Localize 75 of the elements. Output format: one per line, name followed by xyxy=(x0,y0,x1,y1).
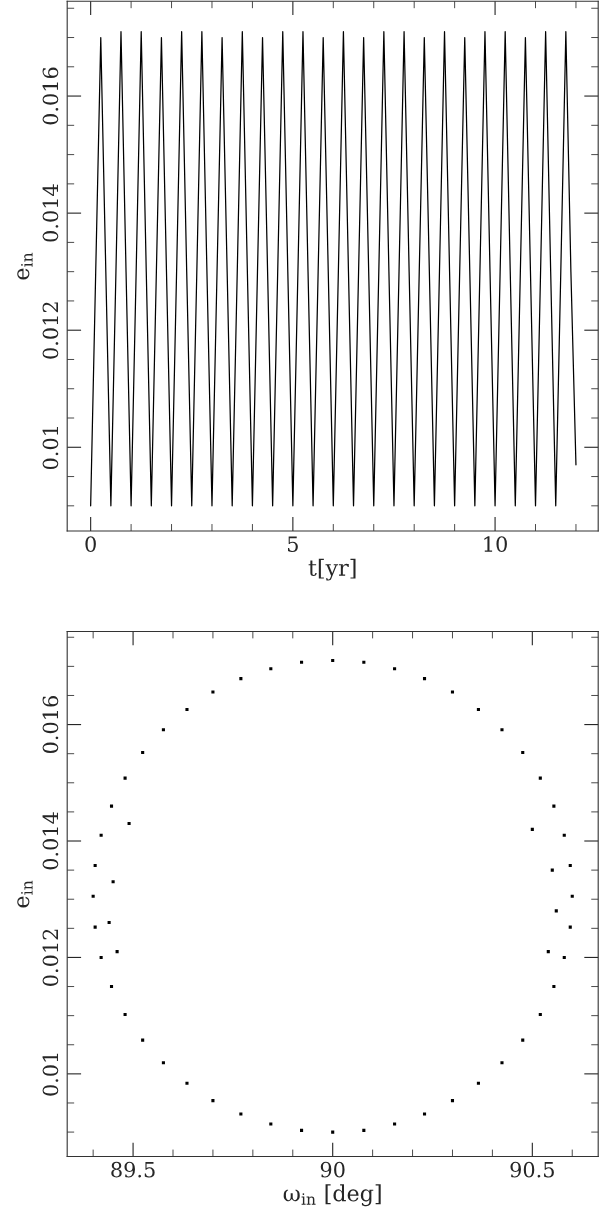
point xyxy=(538,776,542,780)
x-tick-label: 89.5 xyxy=(111,1161,155,1178)
point xyxy=(141,750,145,755)
point xyxy=(500,728,504,732)
point xyxy=(554,909,558,913)
point xyxy=(546,950,550,954)
x-tick-label: 5 xyxy=(288,536,298,552)
y-tick-label: 0.016 xyxy=(42,696,59,754)
point xyxy=(362,660,366,664)
point xyxy=(393,667,397,671)
y-tick-label: 0.016 xyxy=(42,67,59,125)
point xyxy=(107,920,111,925)
point xyxy=(211,1099,215,1103)
point xyxy=(111,880,115,884)
y-tick-label: 0.012 xyxy=(42,929,59,986)
point xyxy=(450,1099,455,1103)
point xyxy=(123,1012,127,1017)
point xyxy=(362,1128,366,1132)
point xyxy=(422,677,427,681)
point xyxy=(552,984,556,989)
point xyxy=(570,894,574,898)
line-series xyxy=(90,31,577,507)
y-tick-label: 0.014 xyxy=(42,184,59,242)
point xyxy=(538,1012,542,1017)
point xyxy=(521,1038,525,1042)
point xyxy=(450,690,455,694)
x-tick-label: 90.5 xyxy=(510,1161,554,1178)
x-axis-title: t[yr] xyxy=(308,558,356,581)
point xyxy=(550,868,554,872)
point xyxy=(476,707,480,711)
point xyxy=(422,1112,427,1116)
point xyxy=(93,863,97,868)
y-tick-label: 0.01 xyxy=(42,427,59,470)
point xyxy=(123,776,127,780)
point xyxy=(161,728,165,732)
point xyxy=(269,1122,273,1126)
y-tick-label: 0.01 xyxy=(42,1053,59,1096)
point xyxy=(109,804,114,808)
point xyxy=(99,833,103,837)
point xyxy=(568,863,572,868)
point xyxy=(185,1081,189,1085)
point xyxy=(300,1128,304,1132)
x-axis-title: ω$_{in}$ [deg] xyxy=(283,1184,381,1207)
point xyxy=(91,894,95,898)
point xyxy=(185,707,189,711)
point xyxy=(568,925,572,929)
y-axis-title: e$_{in}$ xyxy=(17,880,33,908)
point xyxy=(393,1122,397,1126)
y-tick-label: 0.012 xyxy=(42,302,59,359)
point xyxy=(331,658,335,663)
x-tick-label: 90 xyxy=(320,1161,345,1178)
point xyxy=(562,955,566,959)
point xyxy=(239,1112,243,1116)
point xyxy=(269,667,273,671)
point xyxy=(211,690,215,694)
point xyxy=(300,660,304,664)
point xyxy=(331,1130,335,1134)
x-tick-label: 10 xyxy=(484,536,507,552)
y-axis-title: e$_{in}$ xyxy=(17,252,33,280)
point xyxy=(530,827,534,831)
point xyxy=(99,955,103,959)
point xyxy=(161,1061,165,1065)
point xyxy=(476,1081,480,1085)
point xyxy=(552,804,556,808)
point xyxy=(109,984,114,989)
point xyxy=(115,950,119,954)
x-tick-label: 0 xyxy=(85,536,96,552)
point xyxy=(93,925,97,929)
point xyxy=(500,1061,504,1065)
point xyxy=(141,1038,145,1042)
point xyxy=(562,833,566,837)
y-tick-label: 0.014 xyxy=(42,812,59,870)
point xyxy=(239,677,243,681)
point xyxy=(521,750,525,755)
point xyxy=(127,821,131,826)
